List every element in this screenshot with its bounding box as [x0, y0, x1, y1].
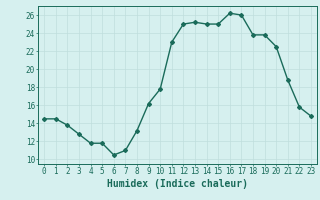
X-axis label: Humidex (Indice chaleur): Humidex (Indice chaleur) — [107, 179, 248, 189]
